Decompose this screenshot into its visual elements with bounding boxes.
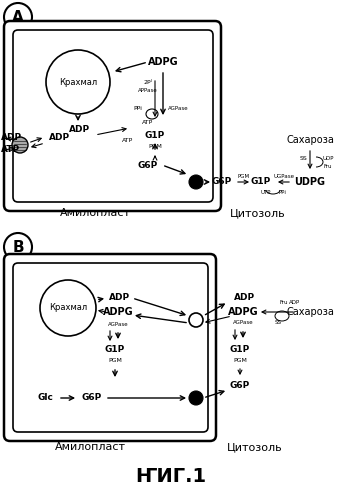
- Text: ADP: ADP: [49, 134, 71, 143]
- Text: G1P: G1P: [251, 178, 271, 187]
- Circle shape: [189, 313, 203, 327]
- Text: ATP: ATP: [142, 119, 154, 124]
- Text: G6P: G6P: [82, 394, 102, 403]
- Circle shape: [189, 391, 203, 405]
- Circle shape: [46, 50, 110, 114]
- Text: PGM: PGM: [233, 357, 247, 362]
- Text: PGM: PGM: [108, 358, 122, 363]
- Text: ADP: ADP: [234, 293, 256, 302]
- Text: UDP: UDP: [322, 156, 334, 161]
- Text: G6P: G6P: [138, 161, 158, 170]
- Circle shape: [40, 280, 96, 336]
- Circle shape: [189, 175, 203, 189]
- Text: ADPG: ADPG: [228, 307, 258, 317]
- Text: Амилопласт: Амилопласт: [59, 208, 130, 218]
- Text: UDPG: UDPG: [295, 177, 326, 187]
- Text: AGPase: AGPase: [108, 321, 128, 326]
- Text: ADP: ADP: [1, 134, 22, 143]
- FancyBboxPatch shape: [4, 254, 216, 441]
- Text: APPase: APPase: [138, 87, 158, 92]
- Text: ATP: ATP: [1, 146, 20, 155]
- Text: AGPase: AGPase: [233, 320, 253, 325]
- Text: ADPG: ADPG: [103, 307, 133, 317]
- Text: Крахмал: Крахмал: [59, 77, 97, 86]
- Text: Сахароза: Сахароза: [286, 307, 334, 317]
- Text: ADP: ADP: [69, 126, 91, 135]
- Text: Крахмал: Крахмал: [49, 303, 87, 312]
- FancyBboxPatch shape: [13, 263, 208, 432]
- Text: 2Pᴵ: 2Pᴵ: [144, 79, 152, 84]
- Text: UGPase: UGPase: [273, 175, 295, 180]
- Text: Fru: Fru: [324, 164, 332, 169]
- Text: G1P: G1P: [105, 345, 125, 354]
- Text: UTP: UTP: [261, 190, 271, 195]
- Text: Glc: Glc: [37, 394, 53, 403]
- Text: PPi: PPi: [133, 105, 142, 110]
- Text: G1P: G1P: [230, 344, 250, 353]
- Text: ATP: ATP: [122, 138, 134, 143]
- Text: AGPase: AGPase: [168, 105, 188, 110]
- Text: Цитозоль: Цитозоль: [227, 442, 283, 452]
- Text: Сахароза: Сахароза: [286, 135, 334, 145]
- Text: ADPG: ADPG: [148, 57, 178, 67]
- Text: SS: SS: [299, 156, 307, 161]
- Text: PGM: PGM: [148, 145, 162, 150]
- Text: PGM: PGM: [238, 175, 250, 180]
- Text: ADP: ADP: [289, 299, 300, 304]
- Text: Цитозоль: Цитозоль: [230, 208, 286, 218]
- Text: Амилопласт: Амилопласт: [55, 442, 126, 452]
- Text: ADP: ADP: [109, 293, 131, 302]
- Text: Fru: Fru: [280, 299, 288, 304]
- Text: G1P: G1P: [145, 131, 165, 140]
- Text: B: B: [12, 240, 24, 254]
- Text: G6P: G6P: [212, 178, 232, 187]
- Text: G6P: G6P: [230, 382, 250, 391]
- FancyBboxPatch shape: [4, 21, 221, 211]
- Text: ҤИГ.1: ҤИГ.1: [135, 468, 206, 487]
- FancyBboxPatch shape: [13, 30, 213, 202]
- Text: PPi: PPi: [278, 190, 286, 195]
- Circle shape: [12, 137, 28, 153]
- Text: SS: SS: [274, 319, 282, 324]
- Text: A: A: [12, 9, 24, 24]
